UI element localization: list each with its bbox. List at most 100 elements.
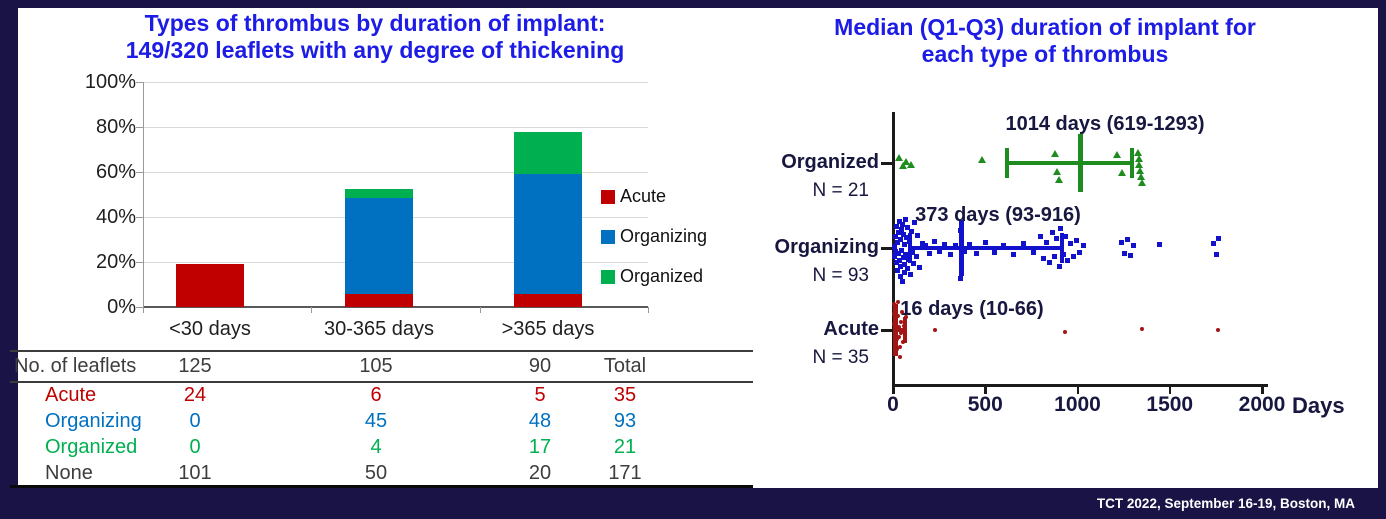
- y-axis-tick-label: 0%: [107, 296, 136, 318]
- category-label: >365 days: [501, 318, 595, 340]
- x-axis-tick: [1261, 386, 1264, 394]
- scatter-point: [903, 336, 908, 340]
- x-axis-tick: [311, 307, 312, 313]
- scatter-point: [917, 264, 923, 270]
- scatter-point: [896, 325, 901, 329]
- scatter-point: [1053, 168, 1062, 175]
- scatter-point: [1060, 251, 1066, 257]
- x-axis-title: Days: [1292, 393, 1345, 418]
- iqr-line: [910, 246, 1062, 250]
- y-axis-tick: [136, 127, 143, 128]
- scatter-point: [1156, 241, 1162, 247]
- scatter-point: [902, 241, 908, 247]
- scatter-point: [902, 158, 911, 165]
- scatter-point: [1133, 149, 1142, 156]
- iqr-cap-q1: [1005, 148, 1010, 178]
- scatter-point: [893, 223, 899, 229]
- iqr-cap-q3: [1129, 148, 1134, 178]
- scatter-point: [977, 156, 986, 163]
- scatter-point: [904, 265, 910, 271]
- scatter-point: [903, 216, 909, 222]
- bar-segment-acute: [176, 263, 244, 307]
- x-axis-tick-label: 1000: [1054, 393, 1101, 416]
- table-cell: 5: [534, 384, 546, 406]
- scatter-point: [1044, 239, 1049, 245]
- scatter-point: [895, 337, 900, 341]
- scatter-point: [1051, 253, 1057, 259]
- scatter-point: [1040, 255, 1046, 261]
- scatter-point: [911, 260, 917, 266]
- scatter-point: [896, 218, 902, 224]
- scatter-point: [905, 224, 911, 230]
- table-cell: 6: [370, 384, 382, 406]
- scatter-point: [894, 317, 899, 321]
- legend-label: Acute: [620, 186, 667, 206]
- y-axis-tick: [136, 262, 143, 263]
- table-cell: 171: [608, 462, 642, 484]
- scatter-point: [898, 320, 903, 324]
- category-label: 30-365 days: [323, 318, 435, 340]
- right-chart-title-line1: Median (Q1-Q3) duration of implant for: [834, 14, 1256, 40]
- scatter-point: [897, 335, 902, 339]
- series-tick: [881, 247, 893, 250]
- scatter-point: [952, 242, 958, 248]
- scatter-point: [900, 221, 906, 227]
- scatter-point: [912, 219, 918, 225]
- scatter-point: [892, 322, 897, 326]
- median-line: [959, 220, 965, 276]
- median-annotation: 16 days (10-66): [900, 298, 1044, 320]
- x-axis-tick-label: 2000: [1238, 393, 1286, 416]
- legend-swatch-organizing: [601, 230, 615, 244]
- scatter-point: [919, 240, 925, 246]
- bar-segment-acute: [345, 294, 413, 307]
- scatter-point: [1216, 235, 1222, 241]
- scatter-point: [1130, 242, 1136, 248]
- scatter-point: [892, 332, 897, 336]
- right-chart-title-line2: each type of thrombus: [921, 41, 1169, 67]
- bar-segment-organized: [514, 131, 582, 175]
- table-border-bottom: [10, 485, 753, 488]
- scatter-point: [1049, 229, 1055, 235]
- y-axis-tick: [136, 172, 143, 173]
- table-header-cell: Total: [603, 355, 647, 377]
- iqr-line: [894, 328, 906, 332]
- scatter-point: [1080, 242, 1086, 248]
- scatter-point: [915, 232, 921, 238]
- table-cell: 48: [528, 410, 552, 432]
- legend-label: Organizing: [620, 226, 708, 246]
- scatter-point: [1056, 263, 1062, 269]
- table-header-cell: 105: [359, 355, 393, 377]
- table-header-label: No. of leaflets: [14, 355, 137, 377]
- y-axis-line: [892, 112, 895, 386]
- x-axis-tick-label: 500: [967, 393, 1003, 416]
- scatter-point: [893, 352, 898, 356]
- scatter-point: [1136, 167, 1145, 174]
- table-cell: 45: [364, 410, 388, 432]
- table-cell: 35: [613, 384, 637, 406]
- iqr-cap-q1: [908, 233, 913, 263]
- x-axis-tick: [480, 307, 481, 313]
- scatter-point: [957, 275, 963, 281]
- y-axis-tick-label: 20%: [95, 251, 136, 273]
- scatter-point: [891, 243, 897, 249]
- table-header-cell: 90: [528, 355, 552, 377]
- scatter-point: [1134, 155, 1143, 162]
- scatter-point: [896, 314, 901, 318]
- table-cell: 4: [370, 436, 382, 458]
- scatter-point: [1140, 327, 1145, 331]
- scatter-point: [900, 310, 905, 314]
- legend-label: Organized: [620, 266, 704, 286]
- x-axis-tick: [984, 386, 987, 394]
- scatter-point: [1046, 259, 1052, 265]
- iqr-cap-q3: [903, 317, 908, 343]
- scatter-point: [932, 238, 937, 244]
- series-tick: [881, 162, 893, 165]
- scatter-point: [942, 241, 948, 247]
- scatter-point: [908, 228, 914, 234]
- scatter-point: [1137, 173, 1146, 180]
- scatter-point: [894, 154, 903, 161]
- scatter-point: [899, 247, 905, 253]
- scatter-point: [901, 269, 907, 275]
- scatter-point: [1210, 240, 1216, 246]
- series-n-label: N = 35: [812, 347, 869, 368]
